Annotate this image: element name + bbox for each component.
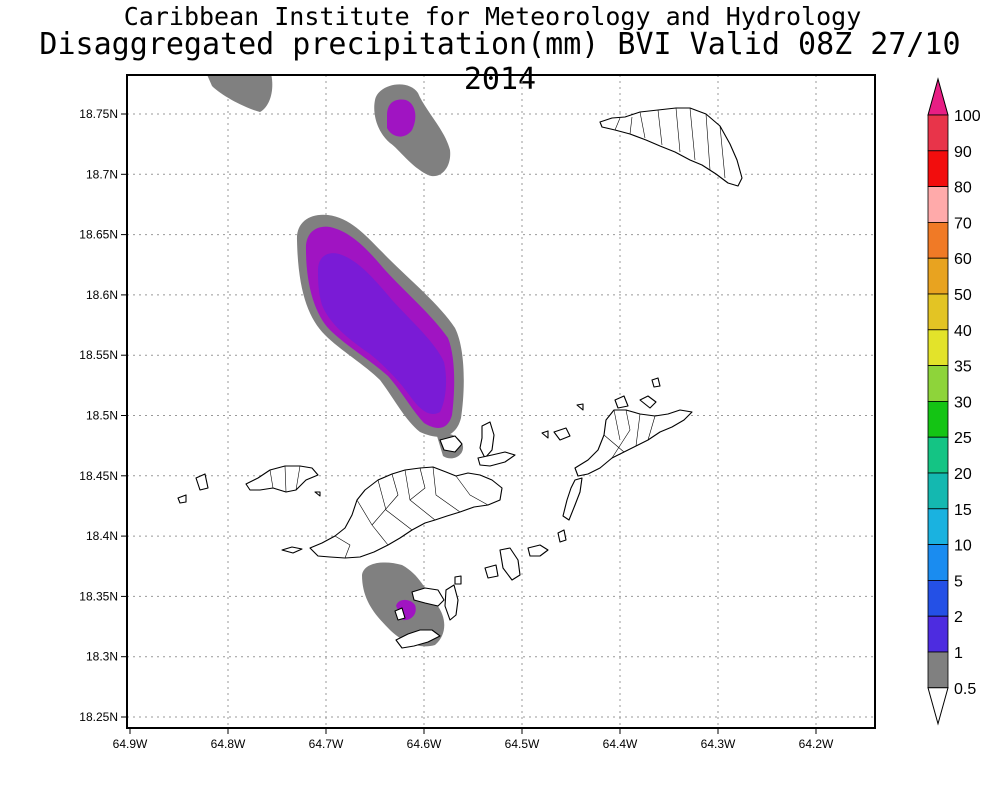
colorbar-swatch: [927, 186, 949, 223]
lat-tick-label: 18.6N: [86, 288, 118, 302]
island-small: [576, 403, 584, 411]
colorbar-top-arrow: [927, 77, 949, 116]
colorbar-label: 15: [954, 502, 972, 519]
axis-ticks: 64.9W 64.8W 64.7W 64.6W 64.5W 64.4W 64.3W 64.2W…: [79, 107, 834, 751]
plot-frame: [126, 74, 876, 729]
chart-title: Caribbean Institute for Meteorology and …: [123, 2, 862, 31]
colorbar-label: 10: [954, 538, 972, 555]
colorbar: 100 90 80 70 60 50 40 35 30 25 20 15 10 5 2 1 0.5: [927, 77, 981, 726]
colorbar-label: 70: [954, 215, 972, 232]
precip-area-purple: [318, 253, 447, 415]
colorbar-swatch: [927, 615, 949, 653]
island-small: [557, 529, 567, 543]
colorbar-swatch: [927, 436, 949, 474]
island-virgin-gorda-south: [562, 477, 583, 521]
lon-tick-label: 64.6W: [407, 737, 442, 751]
island-small: [314, 491, 321, 497]
island-small: [444, 584, 459, 621]
island-small: [281, 546, 303, 554]
colorbar-label: 1: [954, 645, 963, 662]
island-small: [651, 377, 661, 388]
colorbar-swatch: [927, 472, 949, 510]
bvi-islands: [177, 107, 743, 649]
island-small: [177, 494, 187, 504]
colorbar-swatch: [927, 293, 949, 331]
colorbar-label: 20: [954, 466, 972, 483]
island-small: [195, 473, 209, 491]
colorbar-swatch: [927, 221, 949, 259]
lat-tick-label: 18.65N: [79, 228, 118, 242]
lon-tick-label: 64.3W: [701, 737, 736, 751]
lon-tick-label: 64.4W: [603, 737, 638, 751]
chart-subtitle: Disaggregated precipitation(mm) BVI Vali…: [39, 27, 961, 97]
lat-tick-label: 18.45N: [79, 469, 118, 483]
colorbar-label: 100: [954, 108, 981, 125]
precip-area-gray: [374, 84, 451, 177]
lat-tick-label: 18.7N: [86, 167, 118, 181]
lat-tick-label: 18.25N: [79, 710, 118, 724]
island-virgin-gorda: [574, 409, 693, 477]
colorbar-swatch: [927, 651, 949, 689]
colorbar-swatch: [927, 580, 949, 617]
island-small: [499, 547, 521, 581]
colorbar-label: 40: [954, 323, 972, 340]
island-norman: [395, 629, 441, 649]
lat-tick-label: 18.4N: [86, 529, 118, 543]
colorbar-label: 0.5: [954, 681, 976, 698]
colorbar-label: 30: [954, 394, 972, 411]
lon-tick-label: 64.7W: [309, 737, 344, 751]
lon-tick-label: 64.5W: [505, 737, 540, 751]
island-small: [614, 395, 629, 409]
lat-tick-label: 18.55N: [79, 348, 118, 362]
lat-tick-label: 18.5N: [86, 409, 118, 423]
colorbar-label: 35: [954, 359, 972, 376]
lon-tick-label: 64.9W: [113, 737, 148, 751]
island-small: [553, 427, 571, 441]
colorbar-bottom-arrow: [927, 687, 949, 726]
island-jost-van-dyke: [245, 465, 319, 493]
island-small: [639, 395, 657, 409]
precip-area-gray: [207, 75, 273, 112]
colorbar-swatch: [927, 329, 949, 366]
island-small: [541, 430, 549, 439]
graticule: [127, 75, 875, 728]
colorbar-label: 80: [954, 180, 972, 197]
island-small: [477, 451, 516, 467]
colorbar-swatch: [927, 400, 949, 438]
lon-tick-label: 64.8W: [211, 737, 246, 751]
colorbar-swatch: [927, 257, 949, 295]
colorbar-label: 2: [954, 609, 963, 626]
island-small: [394, 607, 406, 621]
colorbar-label: 60: [954, 251, 972, 268]
island-guana: [479, 421, 495, 459]
colorbar-swatch: [927, 150, 949, 188]
island-small: [527, 544, 549, 557]
colorbar-swatch: [927, 508, 949, 545]
colorbar-swatch: [927, 114, 949, 152]
lat-tick-label: 18.3N: [86, 650, 118, 664]
precip-area-magenta: [387, 99, 416, 137]
island-small: [454, 575, 462, 585]
precipitation-shading: [207, 75, 464, 647]
colorbar-label: 5: [954, 573, 963, 590]
lon-tick-label: 64.2W: [799, 737, 834, 751]
colorbar-label: 25: [954, 430, 972, 447]
colorbar-label: 50: [954, 287, 972, 304]
colorbar-label: 90: [954, 144, 972, 161]
island-small: [439, 435, 463, 453]
colorbar-swatch: [927, 544, 949, 581]
island-anegada: [599, 107, 743, 187]
colorbar-swatch: [927, 365, 949, 402]
lat-tick-label: 18.35N: [79, 589, 118, 603]
lat-tick-label: 18.75N: [79, 107, 118, 121]
island-tortola: [309, 466, 503, 559]
island-small: [484, 564, 499, 579]
island-peter: [411, 587, 445, 607]
